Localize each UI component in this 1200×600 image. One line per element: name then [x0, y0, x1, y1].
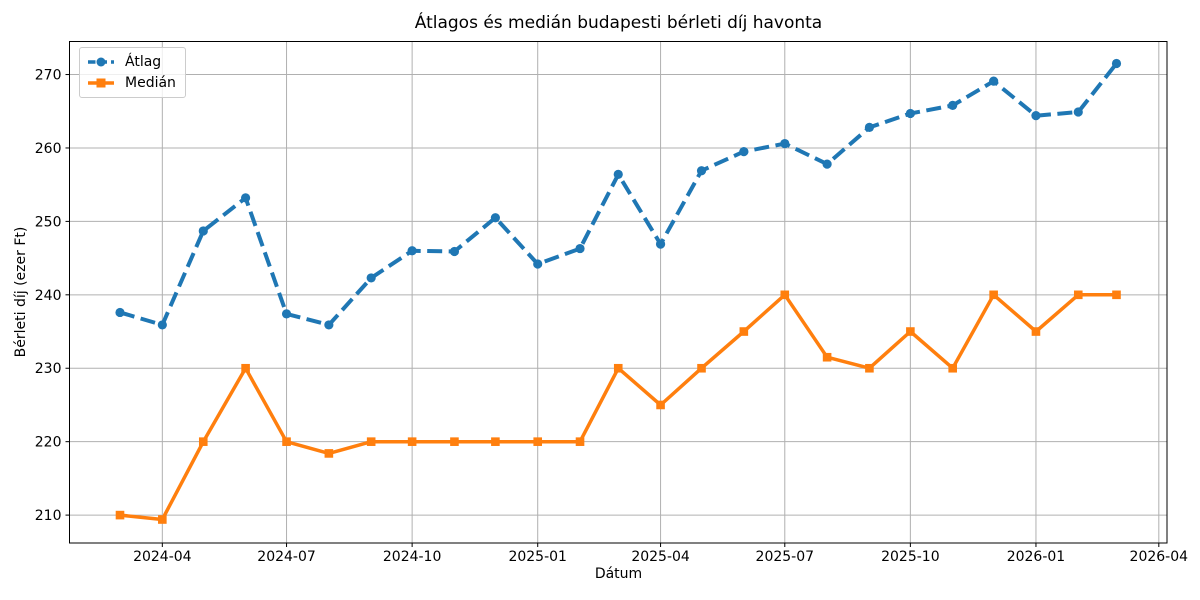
data-point-marker-median	[1112, 290, 1121, 300]
data-point-marker-median	[158, 515, 167, 524]
data-point-marker-atlag	[1111, 58, 1122, 69]
data-point-marker-atlag	[366, 273, 376, 283]
x-tick-label: 2026-04	[1130, 549, 1189, 565]
y-tick-label: 270	[35, 68, 62, 84]
legend-entry-atlag: Átlag	[87, 53, 176, 71]
data-point-marker-atlag	[490, 213, 500, 223]
data-point-marker-atlag	[198, 226, 208, 236]
data-point-marker-atlag	[989, 76, 999, 86]
data-point-marker-median	[1073, 290, 1083, 300]
data-point-marker-median	[1031, 327, 1041, 336]
data-point-marker-median	[989, 290, 998, 300]
x-tick-label: 2025-04	[631, 549, 690, 565]
data-point-marker-atlag	[905, 108, 915, 119]
data-point-marker-median	[948, 363, 957, 373]
data-point-marker-atlag	[449, 246, 460, 257]
data-point-marker-median	[697, 363, 706, 373]
legend-line-sample-atlag	[88, 57, 114, 67]
x-tick-label: 2025-07	[756, 549, 815, 565]
x-tick-label: 2024-07	[257, 549, 316, 565]
data-point-marker-atlag	[281, 309, 292, 319]
data-point-marker-atlag	[864, 122, 875, 133]
series-line-median	[119, 293, 1117, 522]
data-point-marker-median	[656, 400, 665, 410]
data-point-marker-median	[906, 327, 915, 336]
data-point-marker-atlag	[780, 138, 790, 149]
data-point-marker-atlag	[240, 193, 251, 203]
data-point-marker-atlag	[1073, 107, 1083, 117]
y-tick-label: 220	[35, 435, 62, 451]
data-point-marker-median	[575, 437, 585, 446]
legend-entry-median: Medián	[87, 74, 176, 92]
y-tick-label: 230	[35, 361, 62, 377]
data-point-marker-median	[407, 437, 417, 446]
y-tick-label: 250	[35, 214, 62, 230]
data-point-marker-atlag	[822, 159, 832, 169]
data-point-marker-atlag	[655, 239, 666, 249]
data-point-marker-median	[115, 510, 125, 520]
data-point-marker-median	[613, 363, 623, 373]
data-point-marker-median	[450, 437, 459, 446]
data-point-marker-median	[780, 290, 790, 300]
data-point-marker-atlag	[157, 320, 167, 330]
data-point-marker-atlag	[533, 259, 543, 269]
legend-label-atlag: Átlag	[125, 54, 162, 70]
x-tick-label: 2025-01	[508, 549, 567, 565]
data-point-marker-median	[324, 449, 334, 458]
legend: Átlag Medián	[79, 47, 186, 98]
data-point-marker-atlag	[115, 307, 125, 318]
chart-title: Átlagos és medián budapesti bérleti díj …	[414, 13, 823, 33]
data-point-marker-median	[241, 363, 250, 373]
data-point-marker-median	[198, 437, 208, 446]
plot-border	[69, 41, 1168, 544]
data-point-marker-median	[533, 437, 543, 446]
y-tick-label: 260	[35, 141, 62, 157]
legend-label-median: Medián	[125, 75, 176, 91]
data-point-marker-median	[822, 352, 832, 362]
data-point-marker-atlag	[948, 100, 958, 110]
data-point-marker-atlag	[1031, 111, 1041, 121]
y-tick-label: 240	[35, 288, 62, 304]
series-line-atlag	[119, 62, 1119, 327]
y-tick-label: 210	[35, 508, 62, 524]
data-point-marker-median	[491, 437, 500, 446]
data-point-marker-median	[366, 437, 376, 446]
x-tick-label: 2026-01	[1007, 549, 1066, 565]
data-point-marker-median	[865, 363, 874, 373]
data-point-marker-atlag	[324, 320, 334, 330]
data-point-marker-atlag	[696, 166, 707, 176]
x-tick-label: 2025-10	[881, 549, 940, 565]
x-tick-label: 2024-10	[383, 549, 442, 565]
x-tick-label: 2024-04	[133, 549, 192, 565]
data-point-marker-atlag	[407, 246, 417, 256]
x-axis-label: Dátum	[594, 566, 643, 582]
data-point-marker-atlag	[575, 243, 585, 254]
data-point-marker-median	[282, 437, 291, 446]
y-axis-label: Bérleti díj (ezer Ft)	[13, 226, 29, 358]
data-point-marker-atlag	[739, 147, 749, 157]
data-point-marker-atlag	[613, 169, 623, 180]
legend-line-sample-median	[88, 78, 114, 88]
data-point-marker-median	[739, 327, 749, 336]
